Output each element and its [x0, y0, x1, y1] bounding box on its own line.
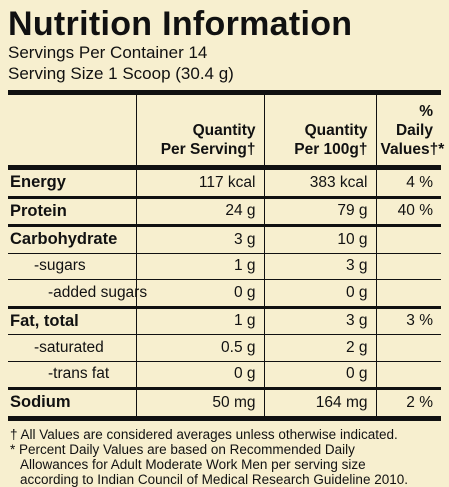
table-row: Carbohydrate 3 g 10 g: [8, 225, 441, 254]
footnote-averages: † All Values are considered averages unl…: [10, 426, 398, 442]
header-per-100g-line1: Quantity: [304, 122, 368, 139]
page-title: Nutrition Information: [8, 5, 353, 43]
table-row: -saturated 0.5 g 2 g: [8, 334, 441, 362]
cell-per-serving: 117 kcal: [135, 167, 264, 199]
row-label-protein: Protein: [8, 197, 136, 227]
row-label-sugars: -sugars: [8, 253, 136, 280]
row-label-fat-total: Fat, total: [8, 307, 136, 335]
header-daily-values-line1: % Daily: [395, 103, 433, 139]
cell-per-100g: 0 g: [263, 361, 376, 390]
cell-per-100g: 79 g: [263, 197, 376, 227]
row-label-carbohydrate: Carbohydrate: [8, 225, 136, 254]
cell-per-100g: 383 kcal: [263, 167, 376, 199]
cell-daily-value: 4 %: [375, 167, 441, 199]
cell-daily-value: [375, 253, 441, 280]
cell-per-serving: 0 g: [135, 361, 264, 390]
nutrition-table: Quantity Per Serving† Quantity Per 100g†…: [8, 95, 444, 421]
cell-per-serving: 50 mg: [135, 388, 264, 421]
table-row: -sugars 1 g 3 g: [8, 253, 441, 280]
header-per-serving-line1: Quantity: [192, 122, 256, 139]
cell-daily-value: [375, 361, 441, 390]
row-label-trans-fat: -trans fat: [8, 361, 136, 390]
cell-per-serving: 24 g: [135, 197, 264, 227]
cell-daily-value: 40 %: [375, 197, 441, 227]
nutrition-panel: Nutrition Information Servings Per Conta…: [0, 5, 449, 487]
header-per-serving: Quantity Per Serving†: [135, 95, 264, 170]
cell-per-serving: 0.5 g: [135, 334, 264, 362]
serving-size: Serving Size 1 Scoop (30.4 g): [8, 64, 234, 83]
cell-daily-value: [375, 334, 441, 362]
cell-per-serving: 3 g: [135, 225, 264, 254]
cell-daily-value: 2 %: [375, 388, 441, 421]
header-blank: [8, 95, 136, 170]
cell-per-100g: 164 mg: [263, 388, 376, 421]
servings-per-container: Servings Per Container 14: [8, 43, 208, 62]
row-label-added-sugars: -added sugars: [8, 279, 147, 309]
table-header-row: Quantity Per Serving† Quantity Per 100g†…: [8, 95, 444, 170]
table-row: -added sugars 0 g 0 g: [8, 279, 441, 309]
row-label-sodium: Sodium: [8, 388, 136, 421]
divider-thick: [8, 90, 441, 95]
row-label-energy: Energy: [8, 167, 136, 199]
footnote-daily-values: * Percent Daily Values are based on Reco…: [10, 441, 355, 457]
table-row: Fat, total 1 g 3 g 3 %: [8, 307, 441, 335]
cell-per-100g: 2 g: [263, 334, 376, 362]
cell-per-100g: 0 g: [263, 279, 376, 309]
cell-daily-value: [375, 279, 441, 309]
cell-daily-value: [375, 225, 441, 254]
table-row: Energy 117 kcal 383 kcal 4 %: [8, 167, 441, 199]
row-label-saturated: -saturated: [8, 334, 136, 362]
cell-per-100g: 10 g: [263, 225, 376, 254]
table-row: Sodium 50 mg 164 mg 2 %: [8, 388, 441, 421]
cell-per-serving: 1 g: [135, 307, 264, 335]
cell-per-serving: 1 g: [135, 253, 264, 280]
header-daily-values: % Daily Values†*: [375, 95, 444, 170]
cell-per-serving: 0 g: [135, 279, 264, 309]
header-per-serving-line2: Per Serving†: [160, 141, 256, 158]
header-per-100g-line2: Per 100g†: [294, 141, 368, 158]
cell-per-100g: 3 g: [263, 253, 376, 280]
table-row: Protein 24 g 79 g 40 %: [8, 197, 441, 227]
cell-per-100g: 3 g: [263, 307, 376, 335]
header-per-100g: Quantity Per 100g†: [263, 95, 376, 170]
table-row: -trans fat 0 g 0 g: [8, 361, 441, 390]
footnote-daily-values-cont2: according to Indian Council of Medical R…: [20, 471, 408, 487]
cell-daily-value: 3 %: [375, 307, 441, 335]
footnote-daily-values-cont1: Allowances for Adult Moderate Work Men p…: [20, 456, 366, 472]
footnotes: † All Values are considered averages unl…: [8, 427, 441, 487]
header-daily-values-line2: Values†*: [380, 141, 445, 158]
